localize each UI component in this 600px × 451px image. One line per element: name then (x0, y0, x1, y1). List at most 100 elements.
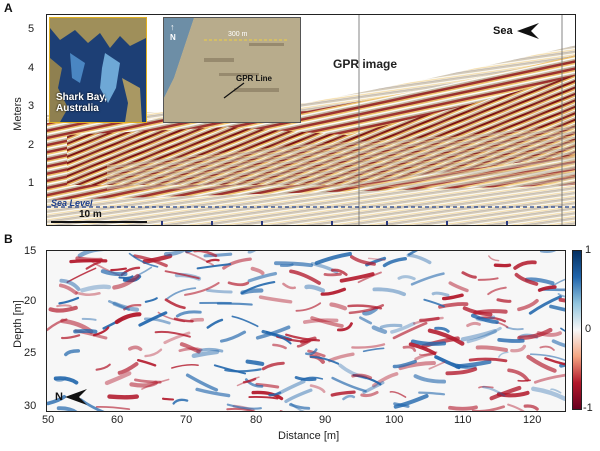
heatmap-streak (448, 405, 478, 411)
heatmap-streak (330, 390, 356, 397)
heatmap-streak (487, 286, 507, 296)
heatmap-streak (184, 281, 220, 296)
heatmap-streak (144, 317, 171, 325)
heatmap-streak (475, 315, 496, 322)
heatmap-streak (279, 410, 284, 411)
heatmap-streak (323, 272, 342, 277)
x-tick: 60 (111, 414, 124, 426)
heatmap-streak (154, 330, 191, 338)
heatmap-streak (445, 367, 478, 376)
colorbar-tick: -1 (583, 402, 593, 414)
heatmap-streak (397, 275, 416, 281)
gpr-line-label: GPR Line (236, 74, 273, 83)
heatmap-streak (533, 373, 565, 384)
heatmap-streak (164, 270, 200, 280)
heatmap-streak (85, 261, 101, 270)
heatmap-streak (58, 296, 80, 305)
heatmap-streak (54, 378, 67, 382)
heatmap-streak (185, 373, 219, 392)
heatmap-streak (393, 394, 429, 409)
heatmap-streak (248, 396, 279, 400)
heatmap-streak (250, 266, 265, 275)
heatmap-streak (423, 298, 445, 308)
heatmap-streak (196, 263, 232, 270)
scale-bar-label: 10 m (79, 209, 102, 220)
heatmap-streak (348, 304, 385, 315)
heatmap-streak (157, 311, 186, 323)
heatmap-streak (390, 321, 416, 334)
panel-b-xticks: 50 60 70 80 90 100 110 120 (40, 414, 580, 428)
heatmap-streak (164, 298, 186, 310)
sea-level-label: Sea Level (51, 198, 93, 208)
heatmap-streak (309, 384, 326, 393)
heatmap-streak (544, 357, 565, 366)
heatmap-streak (528, 295, 562, 315)
heatmap-streak (471, 313, 499, 324)
heatmap-streak (118, 275, 134, 279)
heatmap-frame: N (46, 250, 566, 412)
heatmap-streak (128, 252, 159, 268)
y-tick: 2 (28, 139, 35, 151)
heatmap-streak (289, 269, 321, 285)
heatmap-streak (195, 387, 231, 398)
heatmap-streak (245, 359, 265, 366)
heatmap-streak (305, 348, 318, 356)
heatmap-streak (497, 338, 525, 343)
heatmap-streak (134, 378, 162, 384)
heatmap-streak (505, 326, 524, 331)
heatmap-streak (408, 342, 437, 356)
heatmap-streak (513, 260, 537, 270)
heatmap-streak (191, 349, 220, 358)
heatmap-streak (73, 328, 98, 334)
heatmap-streak (507, 368, 530, 382)
heatmap-streak (418, 391, 446, 396)
heatmap-streak (434, 326, 450, 333)
heatmap-streak (310, 262, 339, 274)
x-tick: 120 (523, 414, 542, 426)
heatmap-streak (163, 251, 187, 257)
heatmap-streak (558, 297, 565, 303)
heatmap-streak (58, 283, 78, 295)
heatmap-streak (163, 331, 191, 345)
panel-b-xlabel: Distance [m] (278, 430, 340, 442)
heatmap-streak (64, 349, 81, 357)
heatmap-streak (539, 251, 557, 253)
heatmap-streak (77, 251, 105, 258)
heatmap-streak (372, 372, 399, 388)
heatmap-streak (342, 394, 356, 401)
y-tick: 15 (24, 245, 37, 257)
heatmap-streak (81, 317, 97, 321)
heatmap-streak (482, 385, 506, 397)
heatmap-streak (66, 267, 97, 283)
shark-bay-label-line2: Australia (56, 103, 99, 114)
heatmap-streak (371, 325, 388, 334)
sea-label: Sea (493, 25, 513, 37)
heatmap-streak (219, 330, 247, 343)
shark-bay-map (50, 18, 146, 122)
inset-scale-label: 300 m (228, 31, 248, 38)
heatmap-streak (314, 251, 352, 266)
heatmap-streak (179, 342, 201, 354)
heatmap-streak (468, 357, 508, 363)
heatmap-streak (560, 327, 565, 332)
heatmap-streak (461, 271, 477, 279)
heatmap-streak (272, 343, 287, 350)
heatmap-streak (47, 394, 67, 406)
heatmap-streak (320, 287, 347, 296)
heatmap-streak (327, 352, 355, 363)
x-tick: 110 (454, 414, 472, 426)
heatmap-streak (551, 339, 565, 348)
heatmap-streak (431, 291, 450, 297)
heatmap-streak (523, 404, 539, 411)
gpr-image-title: GPR image (333, 57, 398, 71)
aerial-photo-inset: ↑ N 300 m GPR Line (163, 17, 301, 123)
heatmap-streak (514, 272, 539, 286)
gpr-image-frame: Shark Bay, Australia ↑ N 300 m GPR Line … (46, 14, 576, 226)
heatmap-streak (117, 362, 139, 375)
heatmap-streak (531, 386, 565, 402)
heatmap-streak (448, 281, 469, 293)
heatmap-streak (434, 355, 461, 370)
y-tick: 20 (24, 295, 37, 307)
heatmap-streak (294, 376, 317, 382)
heatmap-streak (284, 388, 313, 404)
